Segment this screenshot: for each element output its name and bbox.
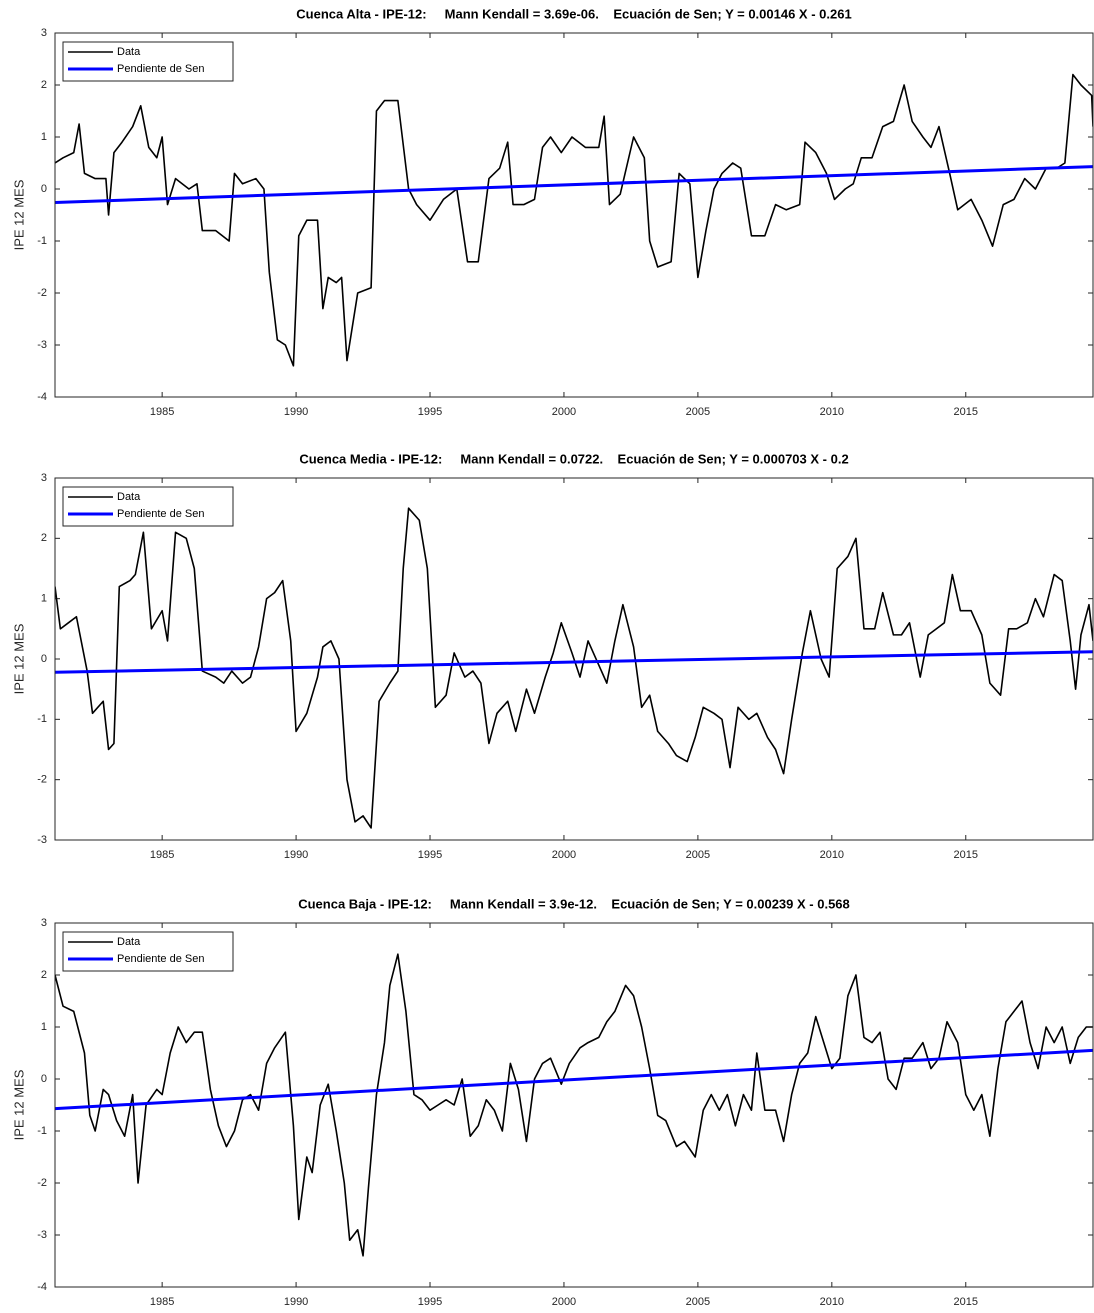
y-tick-label: -1 [37, 1125, 47, 1137]
x-tick-label: 2005 [686, 849, 710, 861]
y-tick-label: -2 [37, 1177, 47, 1189]
x-tick-label: 2010 [820, 1296, 844, 1308]
plot-lines [55, 507, 1093, 829]
y-tick-label: 3 [41, 472, 47, 484]
plot-lines [55, 73, 1093, 367]
axes-frame [54, 32, 1094, 398]
chart-title: Cuenca Alta - IPE-12: Mann Kendall = 3.6… [296, 6, 851, 21]
legend-label: Pendiente de Sen [117, 63, 204, 75]
y-tick-label: 2 [41, 969, 47, 981]
x-tick-label: 2005 [686, 1296, 710, 1308]
x-tick-label: 1995 [418, 1296, 442, 1308]
line-series [55, 1048, 1093, 1111]
chart-title: Cuenca Media - IPE-12: Mann Kendall = 0.… [299, 451, 848, 466]
x-tick-label: 2000 [552, 1296, 576, 1308]
y-tick-label: 3 [41, 917, 47, 929]
legend-label: Data [117, 491, 141, 503]
x-tick-label: 2015 [954, 849, 978, 861]
x-tick-label: 1990 [284, 1296, 308, 1308]
subplot: Cuenca Alta - IPE-12: Mann Kendall = 3.6… [11, 6, 1094, 418]
y-tick-label: 0 [41, 1073, 47, 1085]
plot-lines [55, 953, 1093, 1257]
x-tick-label: 1985 [150, 849, 174, 861]
legend-label: Data [117, 46, 141, 58]
legend-label: Pendiente de Sen [117, 953, 204, 965]
x-tick-label: 2015 [954, 406, 978, 418]
line-series [55, 650, 1093, 674]
legend-box [62, 41, 234, 82]
y-tick-label: -1 [37, 713, 47, 725]
y-tick-label: 3 [41, 27, 47, 39]
y-tick-label: -3 [37, 834, 47, 846]
line-series [55, 953, 1093, 1257]
y-tick-label: 1 [41, 593, 47, 605]
x-tick-label: 2000 [552, 406, 576, 418]
x-tick-label: 2010 [820, 849, 844, 861]
axes-frame [54, 922, 1094, 1288]
y-axis-label: IPE 12 MES [11, 623, 26, 694]
axes-frame [54, 477, 1094, 841]
x-tick-label: 2005 [686, 406, 710, 418]
y-tick-label: -4 [37, 1281, 47, 1293]
y-tick-label: 0 [41, 653, 47, 665]
y-tick-label: 2 [41, 532, 47, 544]
x-tick-label: 2000 [552, 849, 576, 861]
x-tick-label: 1990 [284, 406, 308, 418]
y-tick-label: 1 [41, 131, 47, 143]
x-tick-label: 1995 [418, 406, 442, 418]
x-tick-label: 2010 [820, 406, 844, 418]
plot-area [55, 923, 1093, 1287]
y-tick-label: -3 [37, 1229, 47, 1241]
legend: Data Pendiente de Sen [62, 486, 234, 527]
y-tick-label: 0 [41, 183, 47, 195]
legend: Data Pendiente de Sen [62, 931, 234, 972]
plot-area [55, 33, 1093, 397]
line-series [55, 507, 1093, 829]
legend-box [62, 931, 234, 972]
line-series [55, 165, 1093, 205]
y-tick-label: -2 [37, 774, 47, 786]
y-tick-label: 1 [41, 1021, 47, 1033]
legend-label: Pendiente de Sen [117, 508, 204, 520]
line-series [55, 73, 1093, 367]
x-tick-label: 1995 [418, 849, 442, 861]
y-tick-label: -3 [37, 339, 47, 351]
y-tick-label: -1 [37, 235, 47, 247]
legend-label: Data [117, 936, 141, 948]
x-tick-label: 1985 [150, 1296, 174, 1308]
subplot: Cuenca Baja - IPE-12: Mann Kendall = 3.9… [11, 896, 1094, 1308]
legend-box [62, 486, 234, 527]
x-tick-label: 1990 [284, 849, 308, 861]
x-tick-label: 2015 [954, 1296, 978, 1308]
legend: Data Pendiente de Sen [62, 41, 234, 82]
y-tick-label: -2 [37, 287, 47, 299]
x-tick-label: 1985 [150, 406, 174, 418]
y-axis-label: IPE 12 MES [11, 1069, 26, 1140]
chart-title: Cuenca Baja - IPE-12: Mann Kendall = 3.9… [298, 896, 850, 911]
y-tick-label: -4 [37, 391, 47, 403]
y-tick-label: 2 [41, 79, 47, 91]
subplot: Cuenca Media - IPE-12: Mann Kendall = 0.… [11, 451, 1094, 861]
y-axis-label: IPE 12 MES [11, 179, 26, 250]
